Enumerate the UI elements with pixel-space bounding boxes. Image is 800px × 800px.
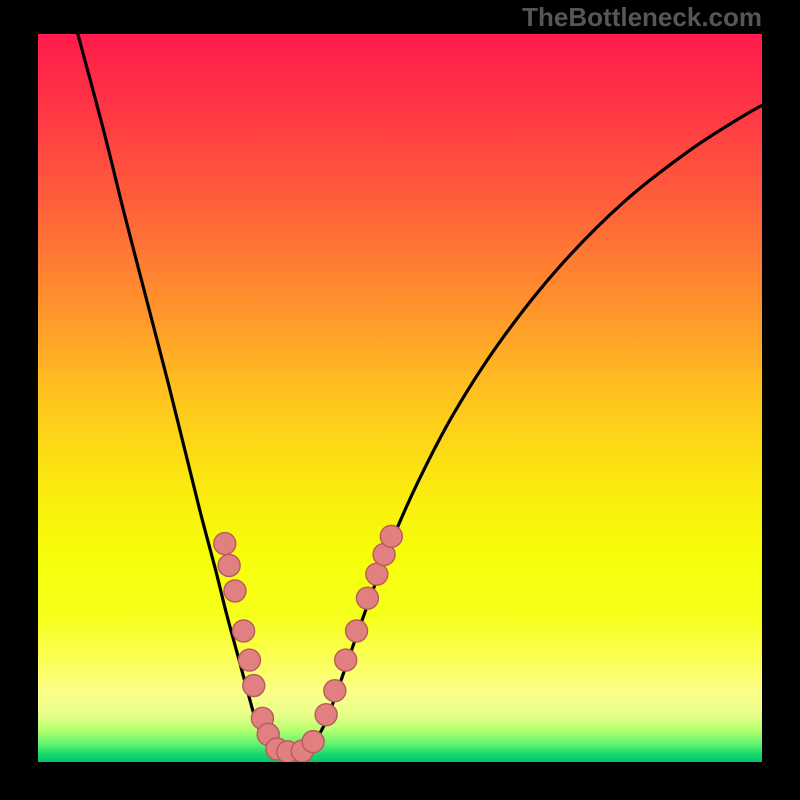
data-marker — [346, 620, 368, 642]
data-marker — [214, 533, 236, 555]
data-marker — [356, 587, 378, 609]
bottleneck-curve — [78, 34, 762, 753]
data-marker — [243, 675, 265, 697]
watermark-text: TheBottleneck.com — [522, 2, 762, 33]
plot-area — [38, 34, 762, 762]
data-marker — [324, 680, 346, 702]
data-marker — [224, 580, 246, 602]
data-marker — [335, 649, 357, 671]
data-marker — [315, 704, 337, 726]
data-marker — [366, 563, 388, 585]
data-marker — [233, 620, 255, 642]
data-marker — [302, 731, 324, 753]
data-marker — [238, 649, 260, 671]
data-marker — [380, 525, 402, 547]
data-marker — [218, 554, 240, 576]
curve-overlay — [38, 34, 762, 762]
